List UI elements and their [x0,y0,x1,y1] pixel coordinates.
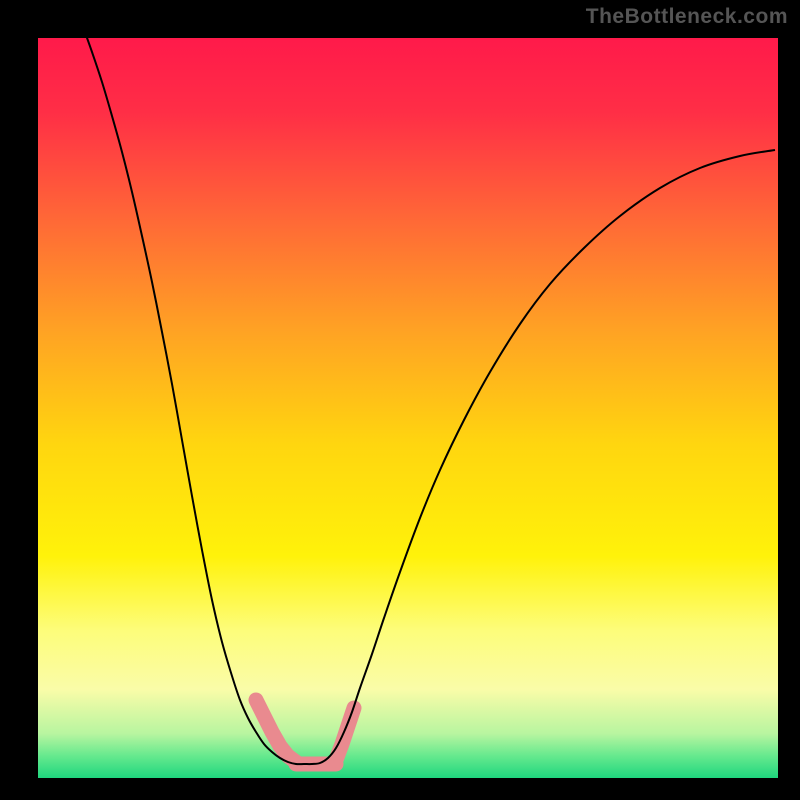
highlight-segment-left [256,700,296,762]
bottleneck-curve [82,38,775,764]
watermark-text: TheBottleneck.com [586,5,788,29]
plot-area [38,38,778,778]
curve-layer [38,38,778,778]
